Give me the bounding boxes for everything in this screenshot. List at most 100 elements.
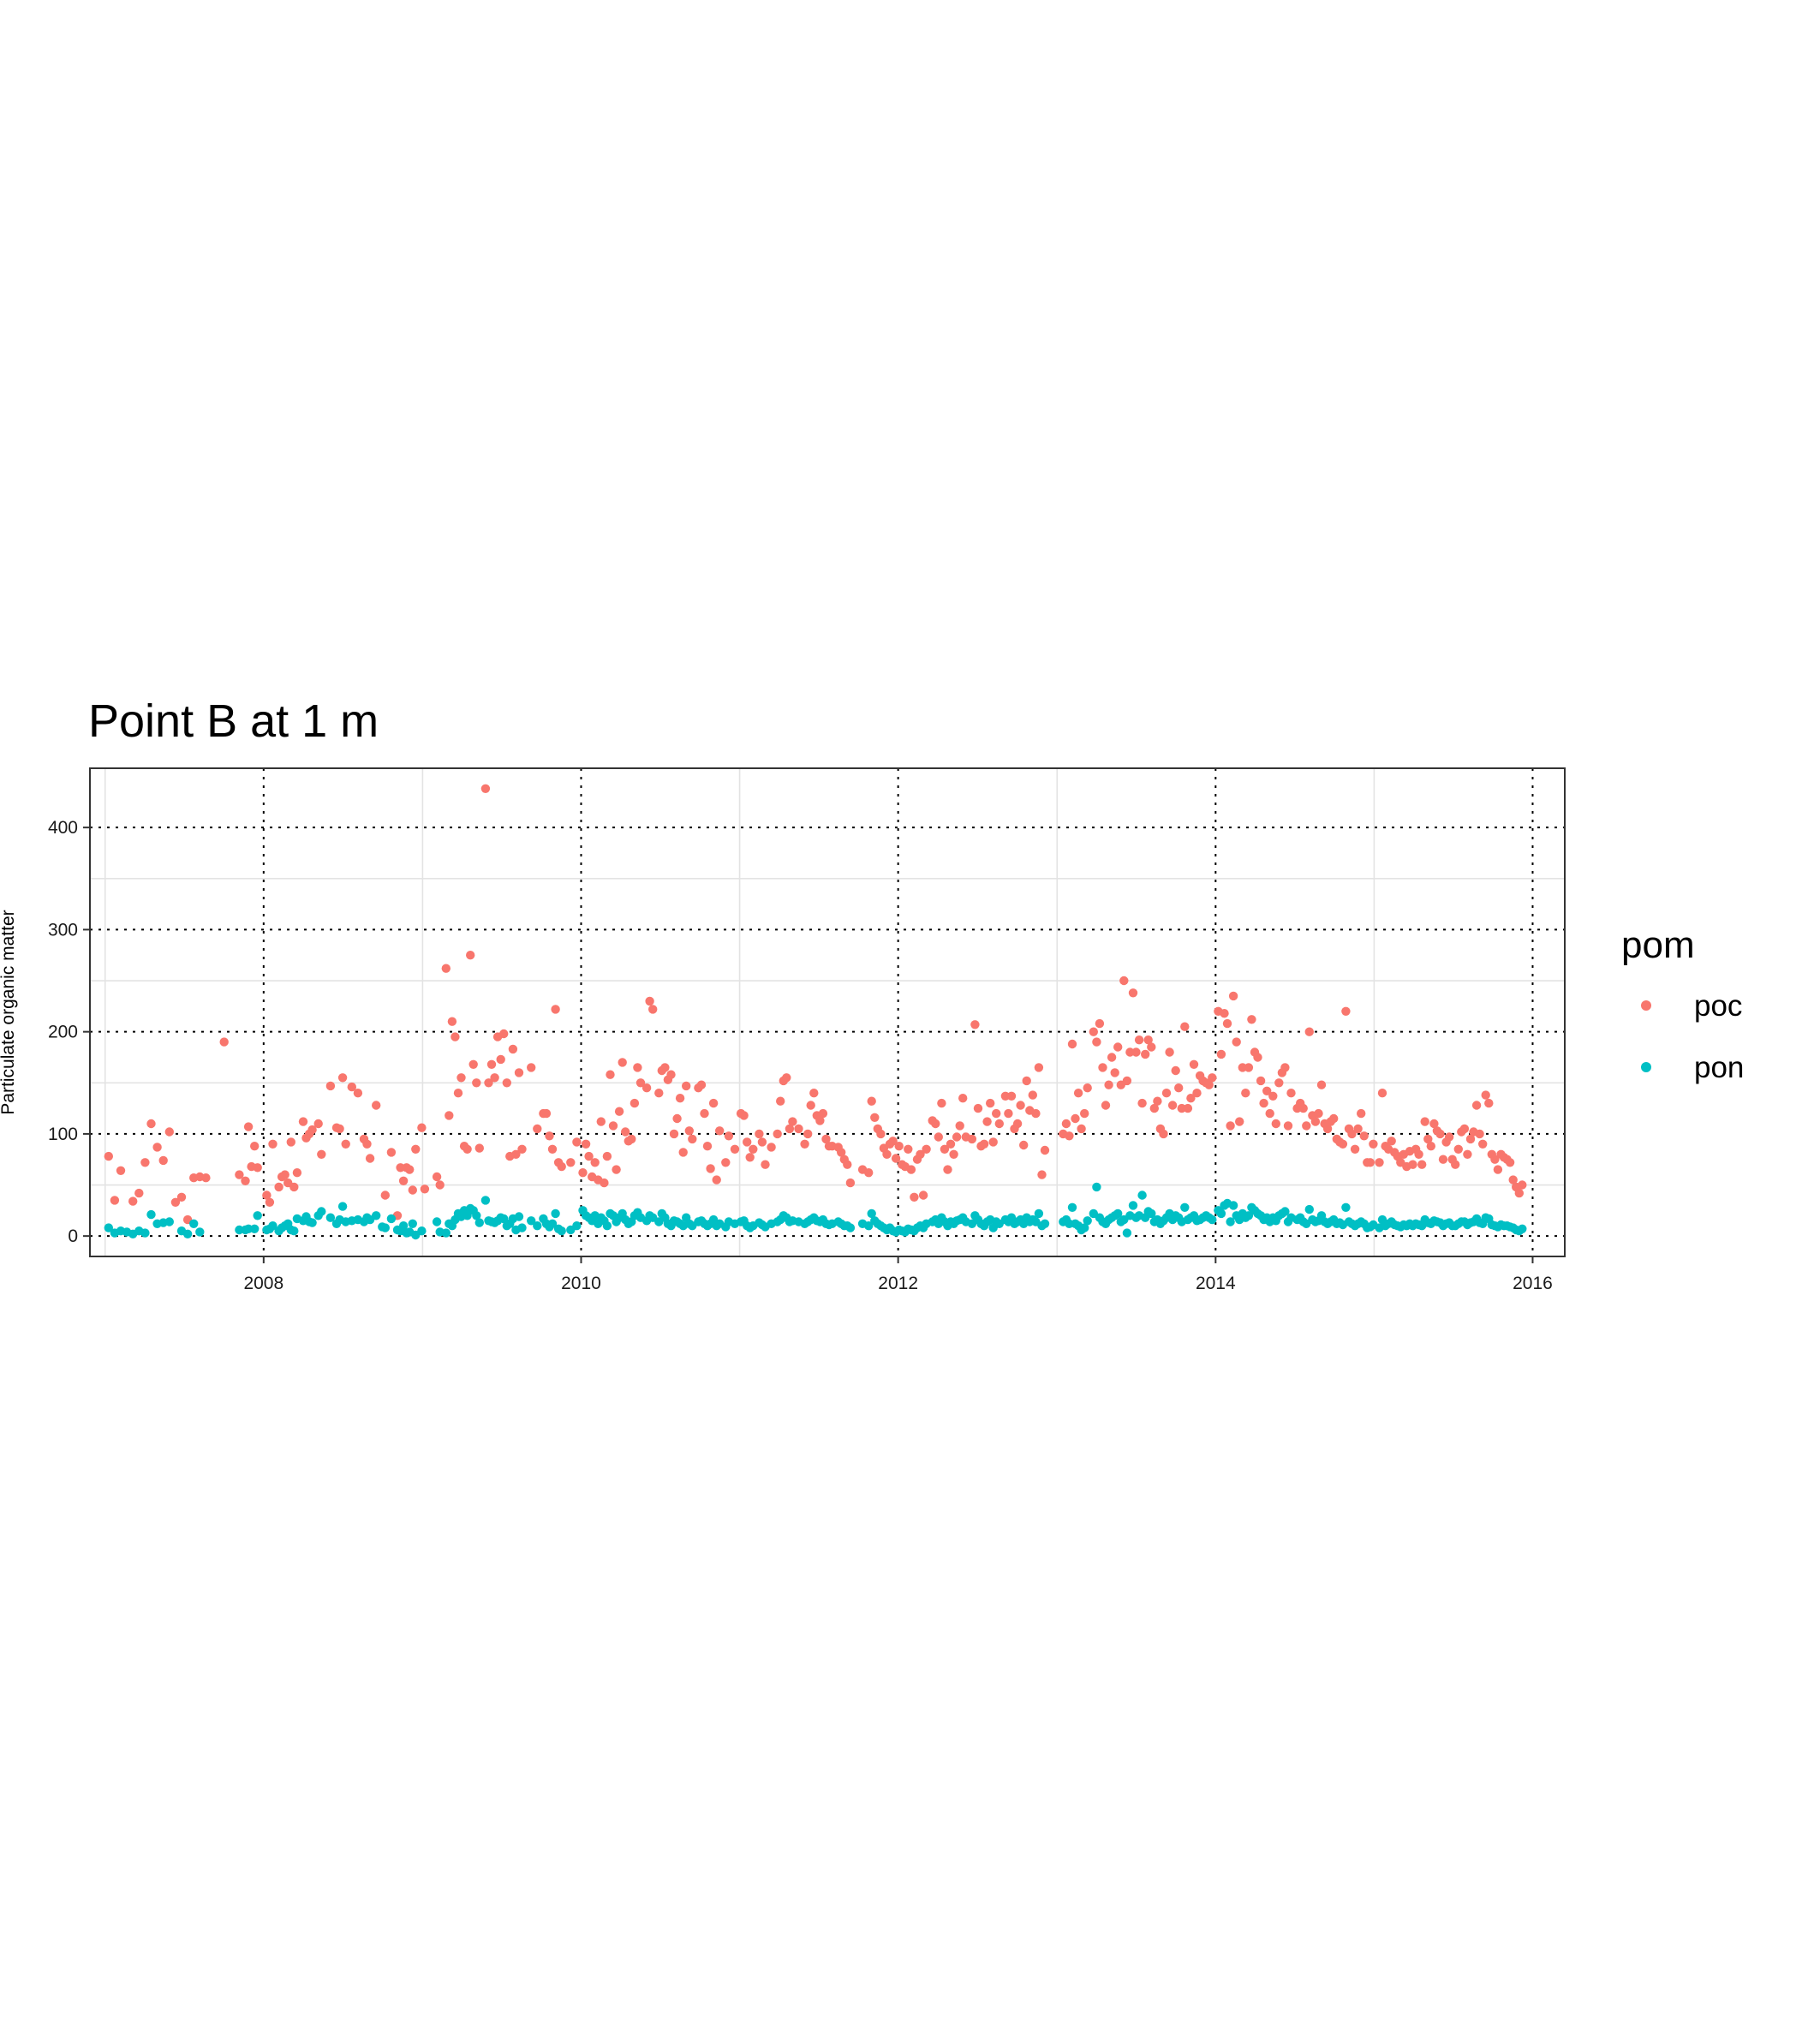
data-point-poc <box>1149 1103 1160 1113</box>
data-point-poc <box>1463 1149 1472 1160</box>
data-point-poc <box>1134 1035 1144 1045</box>
data-point-poc <box>1107 1053 1117 1062</box>
chart-title: Point B at 1 m <box>88 695 379 747</box>
data-point-poc <box>934 1132 944 1142</box>
data-point-poc <box>864 1168 874 1178</box>
data-point-poc <box>721 1158 731 1167</box>
data-point-poc <box>1274 1078 1284 1088</box>
data-point-poc <box>949 1149 958 1160</box>
data-point-poc <box>1417 1160 1427 1169</box>
data-point-poc <box>1083 1083 1092 1093</box>
data-point-pon <box>253 1211 262 1220</box>
data-point-pon <box>474 1218 484 1227</box>
data-point-pon <box>867 1208 876 1219</box>
data-point-poc <box>910 1192 919 1202</box>
data-point-pon <box>1180 1202 1190 1213</box>
data-point-poc <box>292 1168 302 1178</box>
data-point-poc <box>1283 1121 1293 1131</box>
data-point-poc <box>1375 1158 1384 1167</box>
data-point-poc <box>1004 1108 1013 1119</box>
data-point-pon <box>1518 1224 1527 1234</box>
data-point-poc <box>1465 1134 1476 1144</box>
data-point-pon <box>1244 1211 1254 1220</box>
data-point-poc <box>815 1116 825 1125</box>
data-point-pon <box>462 1211 472 1220</box>
data-point-poc <box>755 1129 764 1139</box>
data-point-poc <box>496 1054 505 1065</box>
data-point-poc <box>353 1089 363 1098</box>
data-point-poc <box>1019 1140 1029 1150</box>
data-point-poc <box>511 1149 521 1160</box>
data-point-poc <box>633 1063 642 1072</box>
y-axis: 0 100 200 300 400 <box>48 818 90 1246</box>
data-point-poc <box>1226 1121 1235 1131</box>
legend: pom poc pon <box>1621 924 1744 1084</box>
data-point-pon <box>146 1209 156 1220</box>
data-point-poc <box>682 1081 691 1091</box>
data-point-poc <box>456 1073 466 1083</box>
data-point-poc <box>955 1121 964 1131</box>
data-point-pon <box>307 1218 317 1227</box>
data-point-poc <box>666 1070 676 1079</box>
data-point-poc <box>472 1078 481 1088</box>
data-point-poc <box>630 1098 640 1108</box>
data-point-poc <box>870 1113 880 1123</box>
data-point-poc <box>712 1175 721 1185</box>
data-point-poc <box>1137 1098 1147 1108</box>
data-point-poc <box>235 1170 244 1179</box>
data-point-poc <box>1262 1086 1272 1096</box>
data-point-poc <box>1192 1089 1202 1098</box>
data-point-poc <box>882 1149 892 1160</box>
data-point-poc <box>386 1148 397 1157</box>
data-point-poc <box>1241 1089 1250 1098</box>
data-point-poc <box>1141 1049 1150 1059</box>
data-point-poc <box>672 1113 682 1124</box>
data-point-poc <box>1067 1039 1077 1049</box>
data-point-poc <box>533 1124 542 1134</box>
data-point-poc <box>325 1081 336 1091</box>
data-point-poc <box>794 1124 803 1134</box>
data-point-poc <box>508 1044 518 1054</box>
data-point-poc <box>967 1134 977 1144</box>
data-point-poc <box>557 1161 566 1172</box>
data-point-pon <box>432 1217 442 1226</box>
data-point-poc <box>1061 1119 1071 1129</box>
data-point-poc <box>128 1196 138 1206</box>
data-point-poc <box>1453 1144 1464 1155</box>
data-point-poc <box>116 1166 126 1176</box>
data-point-poc <box>1153 1096 1162 1106</box>
legend-title: pom <box>1621 924 1695 966</box>
data-point-poc <box>809 1089 819 1098</box>
data-point-pon <box>325 1213 336 1222</box>
data-point-poc <box>1104 1080 1113 1089</box>
data-point-poc <box>514 1068 524 1077</box>
data-point-poc <box>931 1119 940 1129</box>
data-point-poc <box>337 1073 348 1083</box>
data-point-poc <box>262 1191 272 1200</box>
data-point-poc <box>745 1153 755 1162</box>
data-point-poc <box>1341 1006 1351 1017</box>
data-point-poc <box>1228 991 1238 1001</box>
data-point-poc <box>581 1139 591 1149</box>
data-point-poc <box>696 1080 707 1089</box>
data-point-poc <box>1387 1137 1396 1146</box>
data-point-poc <box>164 1127 174 1137</box>
data-point-poc <box>918 1191 928 1200</box>
data-point-poc <box>1180 1022 1190 1031</box>
data-point-poc <box>1459 1124 1470 1134</box>
data-point-poc <box>782 1073 791 1083</box>
data-point-poc <box>1471 1101 1482 1110</box>
data-point-pon <box>1137 1191 1147 1200</box>
data-point-poc <box>1080 1108 1089 1119</box>
data-point-poc <box>1161 1089 1172 1098</box>
data-point-poc <box>675 1094 685 1103</box>
data-point-poc <box>140 1158 150 1167</box>
data-point-poc <box>1444 1132 1454 1142</box>
data-point-poc <box>265 1197 275 1208</box>
data-point-poc <box>1316 1080 1327 1089</box>
data-point-poc <box>219 1037 229 1047</box>
data-point-poc <box>307 1125 317 1135</box>
data-point-poc <box>1423 1134 1433 1144</box>
data-point-poc <box>818 1108 828 1119</box>
data-point-poc <box>1350 1144 1360 1155</box>
